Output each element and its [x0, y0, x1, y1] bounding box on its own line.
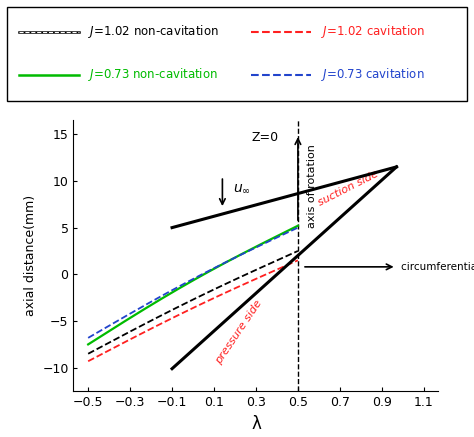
Text: Z=0: Z=0: [252, 131, 279, 143]
Text: $J$=0.73 cavitation: $J$=0.73 cavitation: [320, 66, 424, 83]
Text: $u_\infty$: $u_\infty$: [233, 181, 251, 195]
Text: $J$=0.73 non-cavitation: $J$=0.73 non-cavitation: [88, 66, 218, 83]
Text: circumferential velocity: circumferential velocity: [401, 262, 474, 272]
Text: $J$=1.02 cavitation: $J$=1.02 cavitation: [320, 23, 425, 40]
Text: suction side: suction side: [316, 169, 380, 208]
Y-axis label: axial distance(mm): axial distance(mm): [24, 195, 36, 316]
Text: axis of rotation: axis of rotation: [307, 144, 318, 228]
FancyBboxPatch shape: [7, 7, 467, 101]
X-axis label: λ: λ: [251, 415, 261, 433]
Text: $J$=1.02 non-cavitation: $J$=1.02 non-cavitation: [88, 23, 219, 40]
Text: pressure side: pressure side: [214, 298, 264, 366]
